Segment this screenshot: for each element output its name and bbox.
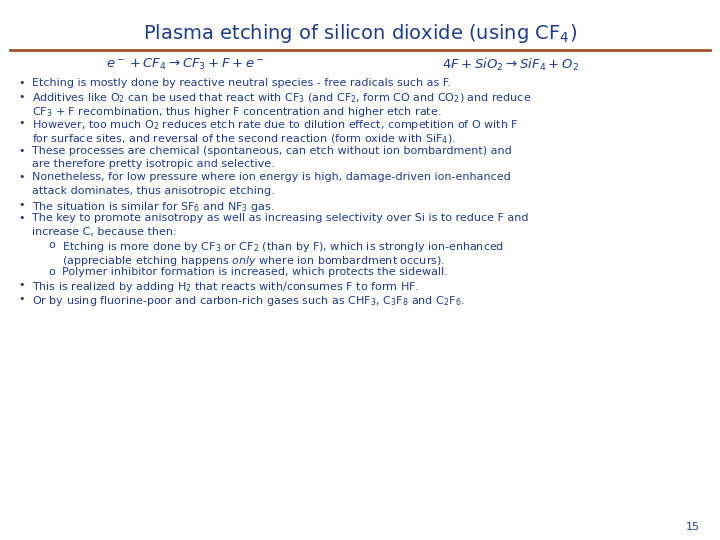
Text: o: o <box>48 267 55 277</box>
Text: CF$_3$ + F recombination, thus higher F concentration and higher etch rate.: CF$_3$ + F recombination, thus higher F … <box>32 105 441 119</box>
Text: The situation is similar for SF$_6$ and NF$_3$ gas.: The situation is similar for SF$_6$ and … <box>32 199 275 213</box>
Text: •: • <box>18 78 24 88</box>
Text: •: • <box>18 199 24 210</box>
Text: are therefore pretty isotropic and selective.: are therefore pretty isotropic and selec… <box>32 159 275 169</box>
Text: Polymer inhibitor formation is increased, which protects the sidewall.: Polymer inhibitor formation is increased… <box>62 267 448 277</box>
Text: •: • <box>18 172 24 183</box>
Text: (appreciable etching happens $\it{only}$ where ion bombardment occurs).: (appreciable etching happens $\it{only}$… <box>62 253 445 267</box>
Text: •: • <box>18 280 24 291</box>
Text: $4F + SiO_2 \rightarrow SiF_4 + O_2$: $4F + SiO_2 \rightarrow SiF_4 + O_2$ <box>441 57 578 73</box>
Text: •: • <box>18 118 24 129</box>
Text: o: o <box>48 240 55 250</box>
Text: $e^- + CF_4 \rightarrow CF_3 + F + e^-$: $e^- + CF_4 \rightarrow CF_3 + F + e^-$ <box>106 57 264 72</box>
Text: These processes are chemical (spontaneous, can etch without ion bombardment) and: These processes are chemical (spontaneou… <box>32 145 512 156</box>
Text: Nonetheless, for low pressure where ion energy is high, damage-driven ion-enhanc: Nonetheless, for low pressure where ion … <box>32 172 510 183</box>
Text: Etching is mostly done by reactive neutral species - free radicals such as F.: Etching is mostly done by reactive neutr… <box>32 78 451 88</box>
Text: Or by using fluorine-poor and carbon-rich gases such as CHF$_3$, C$_3$F$_8$ and : Or by using fluorine-poor and carbon-ric… <box>32 294 465 308</box>
Text: This is realized by adding H$_2$ that reacts with/consumes F to form HF.: This is realized by adding H$_2$ that re… <box>32 280 419 294</box>
Text: Plasma etching of silicon dioxide (using CF$_4$): Plasma etching of silicon dioxide (using… <box>143 22 577 45</box>
Text: Etching is more done by CF$_3$ or CF$_2$ (than by F), which is strongly ion-enha: Etching is more done by CF$_3$ or CF$_2$… <box>62 240 504 254</box>
Text: increase C, because then:: increase C, because then: <box>32 226 176 237</box>
Text: •: • <box>18 294 24 304</box>
Text: Additives like O$_2$ can be used that react with CF$_3$ (and CF$_2$, form CO and: Additives like O$_2$ can be used that re… <box>32 91 531 105</box>
Text: However, too much O$_2$ reduces etch rate due to dilution effect, competition of: However, too much O$_2$ reduces etch rat… <box>32 118 518 132</box>
Text: •: • <box>18 213 24 223</box>
Text: •: • <box>18 91 24 102</box>
Text: attack dominates, thus anisotropic etching.: attack dominates, thus anisotropic etchi… <box>32 186 275 196</box>
Text: •: • <box>18 145 24 156</box>
Text: for surface sites, and reversal of the second reaction (form oxide with SiF$_4$): for surface sites, and reversal of the s… <box>32 132 456 146</box>
Text: 15: 15 <box>686 522 700 532</box>
Text: The key to promote anisotropy as well as increasing selectivity over Si is to re: The key to promote anisotropy as well as… <box>32 213 528 223</box>
